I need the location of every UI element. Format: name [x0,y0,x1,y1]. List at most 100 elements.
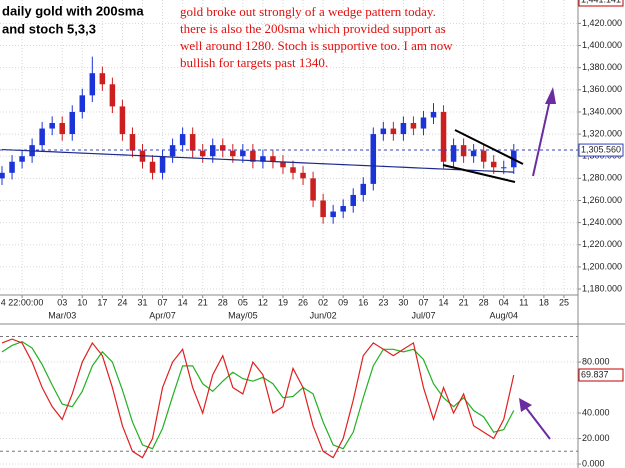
title: daily gold with 200sma [2,3,144,18]
y-tick-label: 1,380.000 [582,62,622,72]
annotation: there is also the 200sma which provided … [180,21,446,36]
x-tick-label: 17 [97,297,107,307]
x-tick-label: 10 [77,297,87,307]
candle-body [320,200,326,218]
candle-body [390,128,397,135]
candle-body [280,161,286,168]
value-box [578,143,624,157]
candle-body [340,206,346,212]
candle-body [440,111,447,162]
y-tick-label: 1,260.000 [582,195,622,205]
x-tick-label: 07 [418,297,428,307]
annotation: bullish for targets past 1340. [180,55,328,70]
y-tick-label: 1,420.000 [582,18,622,28]
x-tick-label: 28 [218,297,228,307]
candle-body [240,150,246,157]
x-tick-label: 14 [178,297,188,307]
candle-body [420,117,427,129]
candle-body [260,156,266,162]
x-tick-label: 25 [559,297,569,307]
candle-body [199,150,206,157]
candle-body [220,145,226,151]
x-tick-label: 30 [398,297,408,307]
candle-body [0,172,5,179]
candle-body [230,150,236,157]
wedge-line [454,129,524,165]
arrow [523,404,551,440]
x-tick-label: 19 [278,297,288,307]
candle-body [189,134,196,151]
stoch-line [1,338,515,459]
annotation: well around 1280. Stoch is supportive to… [180,38,453,53]
candle-body [209,145,216,157]
month-label: Jun/02 [310,310,337,320]
month-label: May/05 [228,310,258,320]
arrow-head [545,87,556,104]
candle-body [430,111,437,118]
value-box-label: 69.837 [581,369,609,379]
candle-body [79,95,86,112]
x-tick-label: 12 [258,297,268,307]
candle-body [450,145,457,162]
candle-body [119,106,126,135]
candle-body [109,84,116,107]
y-tick-label: 40.000 [582,407,610,417]
candle-body [360,183,367,195]
annotation: gold broke out strongly of a wedge patte… [180,4,436,19]
candle-body [470,150,477,157]
candle-body [99,73,106,85]
y-tick-label: 20.000 [582,433,610,443]
y-tick-label: 1,320.000 [582,128,622,138]
month-label: Mar/03 [48,310,76,320]
y-tick-label: 1,220.000 [582,239,622,249]
sma-line [1,148,514,173]
x-tick-label: 21 [459,297,469,307]
x-tick-label: 18 [539,297,549,307]
candle-body [290,167,296,173]
candle-body [19,156,25,162]
candle-body [350,194,356,207]
x-tick-label: 21 [198,297,208,307]
arrow-head [519,398,532,412]
candle-body [49,123,55,129]
value-box [578,368,624,382]
month-label: Apr/07 [149,310,176,320]
title: and stoch 5,3,3 [2,21,96,36]
candle-body [179,134,186,146]
x-tick-label: 09 [338,297,348,307]
x-tick-label: 31 [137,297,147,307]
y-tick-label: 1,240.000 [582,217,622,227]
x-tick-label: 07 [158,297,168,307]
candle-body [9,161,15,173]
x-tick-label: 04 [499,297,509,307]
candle-body [250,150,256,162]
arrow [532,94,552,177]
candle-body [500,167,507,169]
y-tick-label: 80.000 [582,356,610,366]
candle-body [370,134,377,184]
y-tick-label: 1,340.000 [582,106,622,116]
y-tick-label: 1,200.000 [582,261,622,271]
candle-body [270,156,276,162]
candle-body [149,161,156,173]
y-tick-label: 0.000 [582,458,605,468]
candle-body [410,123,417,129]
x-tick-label: 03 [57,297,67,307]
candle-body [400,123,407,135]
candle-body [460,145,467,157]
candle-body [69,111,76,135]
x-tick-label: 05 [238,297,248,307]
x-tick-label: 4 22:00:00 [1,297,44,307]
x-tick-label: 24 [117,297,127,307]
value-box [578,0,624,7]
x-tick-label: 28 [479,297,489,307]
candle-body [159,156,166,173]
month-label: Jul/07 [411,310,435,320]
candle-body [490,161,497,168]
x-tick-label: 14 [439,297,449,307]
month-label: Aug/04 [489,310,518,320]
